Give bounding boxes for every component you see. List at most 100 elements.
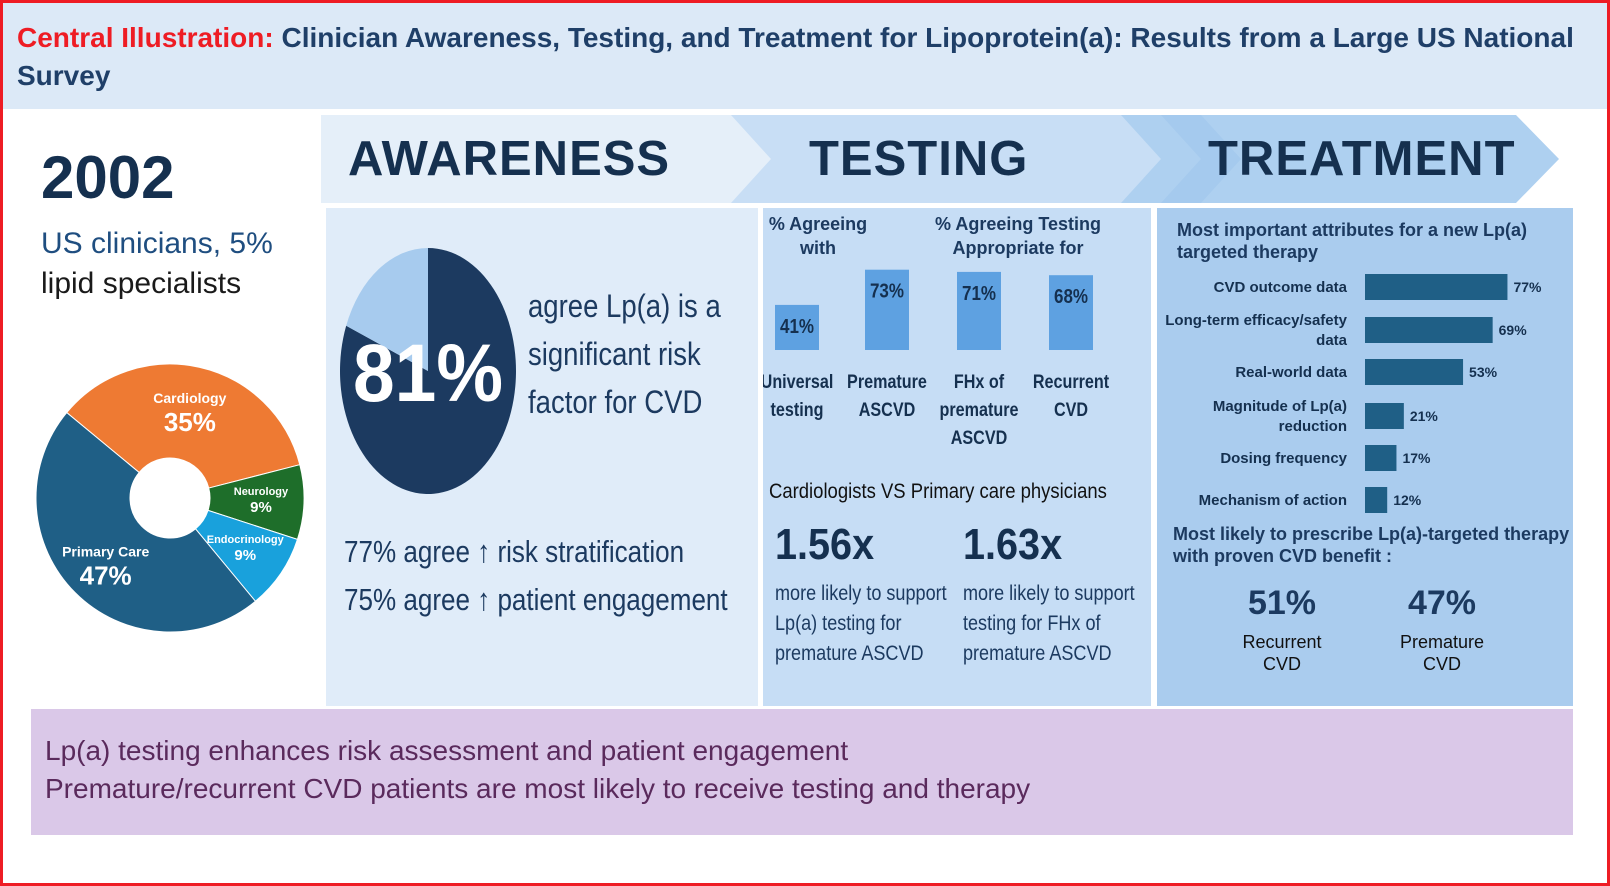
attribute-bar xyxy=(1365,274,1508,300)
testing-category-label: Recurrent xyxy=(1033,371,1109,393)
attribute-bar-label: 12% xyxy=(1393,492,1422,508)
attribute-bar xyxy=(1365,487,1388,513)
summary-box: Lp(a) testing enhances risk assessment a… xyxy=(31,709,1573,835)
attribute-category-label: CVD outcome data xyxy=(1214,279,1348,296)
clinician-desc-line2: lipid specialists xyxy=(41,267,242,300)
attribute-bar xyxy=(1365,317,1493,343)
donut-label-neurology: Neurology xyxy=(234,486,289,498)
section-header-arrows xyxy=(321,115,1559,203)
testing-arrow xyxy=(731,115,1169,203)
testing-bar-label: 71% xyxy=(962,282,996,305)
awareness-statement-3: factor for CVD xyxy=(528,384,703,420)
section-treatment-title: TREATMENT xyxy=(1208,132,1516,186)
attribute-bar xyxy=(1365,445,1397,471)
prescribe-recurrent-label-2: CVD xyxy=(1262,654,1301,674)
header-band xyxy=(3,3,1607,109)
testing-category-label: ASCVD xyxy=(859,399,916,421)
treatment-panel: Most important attributes for a new Lp(a… xyxy=(1157,208,1573,706)
awareness-pie-chart: 81% xyxy=(340,248,516,494)
donut-value-primary-care: 47% xyxy=(80,560,132,590)
attribute-category-label: reduction xyxy=(1279,418,1347,435)
attribute-bar xyxy=(1365,359,1464,385)
testing-category-label: Universal xyxy=(763,371,833,393)
comparison-1-line-1: more likely to support xyxy=(775,582,947,605)
attribute-bar-label: 77% xyxy=(1513,279,1542,295)
prescribe-premature-label-1: Premature xyxy=(1399,632,1485,652)
specialty-donut-chart: Cardiology35%Neurology9%Endocrinology9%P… xyxy=(35,363,305,633)
testing-category-label: ASCVD xyxy=(951,427,1008,449)
comparison-1-line-3: premature ASCVD xyxy=(775,642,924,665)
attribute-bar-label: 17% xyxy=(1402,450,1431,466)
testing-bar xyxy=(1049,275,1093,350)
comparison-2-line-3: premature ASCVD xyxy=(963,642,1112,665)
donut-slice-primary-care xyxy=(35,411,257,633)
awareness-percent: 81% xyxy=(353,328,503,419)
awareness-arrow xyxy=(321,115,779,203)
attribute-bar-label: 69% xyxy=(1499,322,1528,338)
attribute-category-label: Dosing frequency xyxy=(1220,450,1347,467)
comparison-value-1: 1.56x xyxy=(775,520,875,569)
comparison-value-2: 1.63x xyxy=(963,520,1063,569)
testing-bar-chart: 41% Universal testing 73% Premature ASCVD 71% F… xyxy=(763,269,1109,449)
testing-panel: % Agreeing with % Agreeing Testing Appro… xyxy=(763,208,1151,706)
testing-category-label: premature xyxy=(940,399,1019,421)
attributes-title-2: targeted therapy xyxy=(1177,242,1319,262)
attribute-bar-label: 53% xyxy=(1469,364,1498,380)
prescribe-recurrent-value: 51% xyxy=(1247,584,1317,622)
comparison-1-line-2: Lp(a) testing for xyxy=(775,612,902,635)
testing-bar-label: 41% xyxy=(780,315,814,338)
section-testing-title: TESTING xyxy=(809,132,1029,186)
prescribe-title-2: with proven CVD benefit : xyxy=(1173,546,1393,566)
attributes-title-1: Most important attributes for a new Lp(a… xyxy=(1177,220,1528,240)
donut-label-cardiology: Cardiology xyxy=(153,390,226,406)
awareness-panel: 81% agree Lp(a) is a significant risk fa… xyxy=(326,208,758,706)
testing-header-right-1: % Agreeing Testing xyxy=(934,214,1102,234)
attribute-bar xyxy=(1365,403,1404,429)
attribute-category-label: Mechanism of action xyxy=(1199,492,1347,509)
testing-header-left-1: % Agreeing xyxy=(768,214,868,234)
attribute-category-label: Long-term efficacy/safety xyxy=(1165,312,1347,329)
donut-label-primary-care: Primary Care xyxy=(62,543,149,559)
attribute-bar-label: 21% xyxy=(1410,408,1439,424)
awareness-stat-engagement: 75% agree ↑ patient engagement xyxy=(344,582,728,617)
prescribe-title-1: Most likely to prescribe Lp(a)-targeted … xyxy=(1173,524,1570,544)
title-main: Clinician Awareness, Testing, and Treatm… xyxy=(17,22,1574,91)
testing-bar xyxy=(957,271,1001,350)
page-title: Central Illustration: Clinician Awarenes… xyxy=(17,19,1577,95)
donut-value-endocrinology: 9% xyxy=(234,547,256,564)
testing-category-label: CVD xyxy=(1054,399,1088,421)
testing-header-left-2: with xyxy=(800,238,836,258)
awareness-pie-slice-other xyxy=(346,248,428,371)
summary-line-1: Lp(a) testing enhances risk assessment a… xyxy=(45,735,849,766)
donut-label-endocrinology: Endocrinology xyxy=(207,534,285,546)
clinician-count: 2002 xyxy=(41,144,175,211)
testing-bar-label: 68% xyxy=(1054,285,1088,308)
attribute-category-label: Magnitude of Lp(a) xyxy=(1213,398,1347,415)
awareness-stat-risk: 77% agree ↑ risk stratification xyxy=(344,534,685,569)
comparison-title: Cardiologists VS Primary care physicians xyxy=(769,480,1107,503)
testing-category-label: FHx of xyxy=(954,371,1004,393)
attribute-category-label: data xyxy=(1316,332,1348,349)
awareness-statement-2: significant risk xyxy=(528,336,701,372)
summary-line-2: Premature/recurrent CVD patients are mos… xyxy=(45,773,1031,804)
testing-category-label: testing xyxy=(771,399,824,421)
awareness-statement-1: agree Lp(a) is a xyxy=(528,288,721,324)
prescribe-premature-label-2: CVD xyxy=(1422,654,1461,674)
testing-bar-label: 73% xyxy=(870,279,904,302)
testing-bar xyxy=(775,304,819,350)
testing-header-right-2: Appropriate for xyxy=(952,238,1084,258)
prescribe-premature-value: 47% xyxy=(1407,584,1477,622)
attributes-bar-chart: 77% CVD outcome data 69% Long-term efficacy… xyxy=(1165,274,1542,513)
attribute-category-label: Real-world data xyxy=(1235,364,1347,381)
testing-bar xyxy=(865,269,909,350)
comparison-2-line-2: testing for FHx of xyxy=(963,612,1101,635)
treatment-arrow xyxy=(1121,115,1559,203)
clinician-desc-line1: US clinicians, 5% xyxy=(41,227,273,260)
donut-slice-cardiology xyxy=(66,363,301,489)
donut-value-cardiology: 35% xyxy=(164,407,216,437)
title-prefix: Central Illustration: xyxy=(17,22,274,53)
testing-category-label: Premature xyxy=(847,371,927,393)
treatment-arrow-tip xyxy=(1161,115,1241,203)
comparison-2-line-1: more likely to support xyxy=(963,582,1135,605)
